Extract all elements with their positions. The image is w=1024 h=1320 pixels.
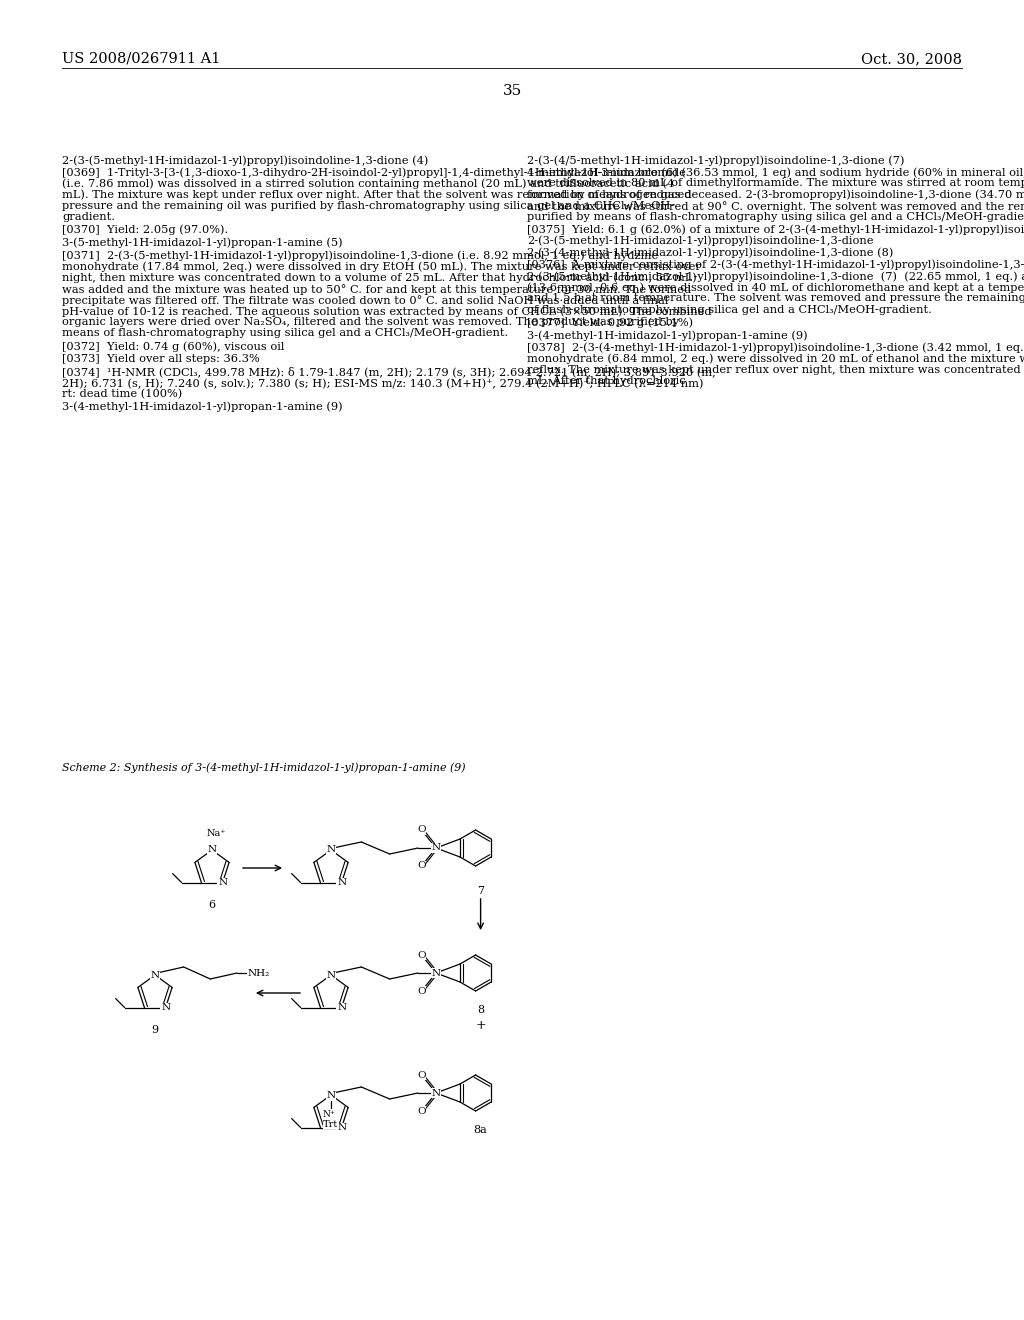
Text: N: N	[431, 969, 440, 978]
Text: 3-(4-methyl-1H-imidazol-1-yl)propan-1-amine (9): 3-(4-methyl-1H-imidazol-1-yl)propan-1-am…	[62, 401, 343, 412]
Text: [0378]  2-(3-(4-methyl-1H-imidazol-1-yl)propyl)isoindoline-1,3-dione (3.42 mmol,: [0378] 2-(3-(4-methyl-1H-imidazol-1-yl)p…	[527, 343, 1024, 354]
Text: N: N	[327, 1090, 336, 1100]
Text: N: N	[208, 846, 216, 854]
Text: 2-(3-(4-methyl-1H-imidazol-1-yl)propyl)isoindoline-1,3-dione (8): 2-(3-(4-methyl-1H-imidazol-1-yl)propyl)i…	[527, 247, 893, 257]
Text: pressure and the remaining oil was purified by flash-chromatography using silica: pressure and the remaining oil was purif…	[62, 201, 674, 211]
Text: NH₂: NH₂	[248, 969, 270, 978]
Text: 2-(3-(5-methyl-1H-imidazol-1-yl)propyl)isoindoline-1,3-dione  (7)  (22.65 mmol, : 2-(3-(5-methyl-1H-imidazol-1-yl)propyl)i…	[527, 271, 1024, 281]
Text: O: O	[418, 862, 426, 870]
Text: N: N	[337, 1123, 346, 1133]
Text: [0373]  Yield over all steps: 36.3%: [0373] Yield over all steps: 36.3%	[62, 354, 260, 364]
Text: 8: 8	[477, 1005, 484, 1015]
Text: and the mixture was stirred at 90° C. overnight. The solvent was removed and the: and the mixture was stirred at 90° C. ov…	[527, 201, 1024, 211]
Text: were dissolved in 80 mL of dimethylformamide. The mixture was stirred at room te: were dissolved in 80 mL of dimethylforma…	[527, 178, 1024, 189]
Text: [0369]  1-Trityl-3-[3-(1,3-dioxo-1,3-dihydro-2H-isoindol-2-yl)propyl]-1,4-dimeth: [0369] 1-Trityl-3-[3-(1,3-dioxo-1,3-dihy…	[62, 168, 686, 178]
Text: 7: 7	[477, 886, 484, 896]
Text: night, then mixture was concentrated down to a volume of 25 mL. After that hydro: night, then mixture was concentrated dow…	[62, 272, 696, 282]
Text: 2-(3-(5-methyl-1H-imidazol-1-yl)propyl)isoindoline-1,3-dione: 2-(3-(5-methyl-1H-imidazol-1-yl)propyl)i…	[527, 236, 873, 247]
Text: pH-value of 10-12 is reached. The aqueous solution was extracted by means of CHC: pH-value of 10-12 is reached. The aqueou…	[62, 306, 712, 317]
Text: O: O	[418, 1071, 426, 1080]
Text: N: N	[161, 1003, 170, 1012]
Text: [0376]  A mixture consisting of 2-(3-(4-methyl-1H-imidazol-1-yl)propyl)isoindoli: [0376] A mixture consisting of 2-(3-(4-m…	[527, 260, 1024, 271]
Text: [0374]  ¹H-NMR (CDCl₃, 499.78 MHz): δ 1.79-1.847 (m, 2H); 2.179 (s, 3H); 2.694-2: [0374] ¹H-NMR (CDCl₃, 499.78 MHz): δ 1.7…	[62, 367, 716, 378]
Text: organic layers were dried over Na₂SO₄, filtered and the solvent was removed. The: organic layers were dried over Na₂SO₄, f…	[62, 317, 679, 327]
Text: gradient.: gradient.	[62, 213, 115, 222]
Text: [0375]  Yield: 6.1 g (62.0%) of a mixture of 2-(3-(4-methyl-1H-imidazol-1-yl)pro: [0375] Yield: 6.1 g (62.0%) of a mixture…	[527, 224, 1024, 235]
Text: monohydrate (6.84 mmol, 2 eq.) were dissolved in 20 mL of ethanol and the mixtur: monohydrate (6.84 mmol, 2 eq.) were diss…	[527, 354, 1024, 364]
Text: rt: dead time (100%): rt: dead time (100%)	[62, 389, 182, 400]
Text: 3-(5-methyl-1H-imidazol-1-yl)propan-1-amine (5): 3-(5-methyl-1H-imidazol-1-yl)propan-1-am…	[62, 238, 343, 248]
Text: (13.6 mmol, 0.6 eq.) were dissolved in 40 mL of dichloromethane and kept at a te: (13.6 mmol, 0.6 eq.) were dissolved in 4…	[527, 282, 1024, 293]
Text: O: O	[418, 950, 426, 960]
Text: 2-(3-(4/5-methyl-1H-imidazol-1-yl)propyl)isoindoline-1,3-dione (7): 2-(3-(4/5-methyl-1H-imidazol-1-yl)propyl…	[527, 154, 904, 165]
Text: 6: 6	[209, 900, 216, 909]
Text: N: N	[431, 1089, 440, 1097]
Text: 9: 9	[152, 1026, 159, 1035]
Text: US 2008/0267911 A1: US 2008/0267911 A1	[62, 51, 220, 66]
Text: mL. After that hydrochloric: mL. After that hydrochloric	[527, 376, 686, 387]
Text: 35: 35	[503, 84, 521, 98]
Text: [0372]  Yield: 0.74 g (60%), viscous oil: [0372] Yield: 0.74 g (60%), viscous oil	[62, 341, 285, 351]
Text: of flash-chromatography using silica gel and a CHCl₃/MeOH-gradient.: of flash-chromatography using silica gel…	[527, 305, 932, 314]
Text: purified by means of flash-chromatography using silica gel and a CHCl₃/MeOH-grad: purified by means of flash-chromatograph…	[527, 213, 1024, 222]
Text: monohydrate (17.84 mmol, 2eq.) were dissolved in dry EtOH (50 mL). The mixture w: monohydrate (17.84 mmol, 2eq.) were diss…	[62, 261, 700, 272]
Text: N: N	[327, 846, 336, 854]
Text: [0377]  Yield: 0.92 g (15.1%): [0377] Yield: 0.92 g (15.1%)	[527, 317, 693, 327]
Text: precipitate was filtered off. The filtrate was cooled down to 0° C. and solid Na: precipitate was filtered off. The filtra…	[62, 294, 669, 306]
Text: Oct. 30, 2008: Oct. 30, 2008	[861, 51, 962, 66]
Text: N: N	[337, 878, 346, 887]
Text: O: O	[418, 825, 426, 834]
Text: 3-(4-methyl-1H-imidazol-1-yl)propan-1-amine (9): 3-(4-methyl-1H-imidazol-1-yl)propan-1-am…	[527, 330, 808, 341]
Text: N: N	[327, 970, 336, 979]
Text: N: N	[151, 970, 160, 979]
Text: O: O	[418, 986, 426, 995]
Text: means of flash-chromatography using silica gel and a CHCl₃/MeOH-gradient.: means of flash-chromatography using sili…	[62, 329, 508, 338]
Text: formation of hydrogen gas deceased. 2-(3-bromopropyl)isoindoline-1,3-dione (34.7: formation of hydrogen gas deceased. 2-(3…	[527, 190, 1024, 201]
Text: N: N	[218, 878, 227, 887]
Text: was added and the mixture was heated up to 50° C. for and kept at this temperatu: was added and the mixture was heated up …	[62, 284, 691, 294]
Text: O: O	[418, 1106, 426, 1115]
Text: N: N	[431, 843, 440, 853]
Text: +: +	[475, 1019, 486, 1032]
Text: 4-methyl-1H-imidazole (6) (36.53 mmol, 1 eq) and sodium hydride (60% in mineral : 4-methyl-1H-imidazole (6) (36.53 mmol, 1…	[527, 168, 1024, 178]
Text: (i.e. 7.86 mmol) was dissolved in a stirred solution containing methanol (20 mL): (i.e. 7.86 mmol) was dissolved in a stir…	[62, 178, 674, 189]
Text: reflux. The mixture was kept under reflux over night, then mixture was concentra: reflux. The mixture was kept under reflu…	[527, 366, 1024, 375]
Text: [0370]  Yield: 2.05g (97.0%).: [0370] Yield: 2.05g (97.0%).	[62, 224, 228, 235]
Text: 2H); 6.731 (s, H); 7.240 (s, solv.); 7.380 (s; H); ESI-MS m/z: 140.3 (M+H)⁺, 279: 2H); 6.731 (s, H); 7.240 (s, solv.); 7.3…	[62, 378, 703, 388]
Text: [0371]  2-(3-(5-methyl-1H-imidazol-1-yl)propyl)isoindoline-1,3-dione (i.e. 8.92 : [0371] 2-(3-(5-methyl-1H-imidazol-1-yl)p…	[62, 249, 658, 260]
Text: 8a: 8a	[474, 1125, 487, 1135]
Text: N: N	[337, 1003, 346, 1012]
Text: mL). The mixture was kept under reflux over night. After that the solvent was re: mL). The mixture was kept under reflux o…	[62, 190, 691, 201]
Text: N⁺: N⁺	[323, 1110, 335, 1119]
Text: 2-(3-(5-methyl-1H-imidazol-1-yl)propyl)isoindoline-1,3-dione (4): 2-(3-(5-methyl-1H-imidazol-1-yl)propyl)i…	[62, 154, 428, 165]
Text: Na⁺: Na⁺	[206, 829, 225, 838]
Text: Scheme 2: Synthesis of 3-(4-methyl-1H-imidazol-1-yl)propan-1-amine (9): Scheme 2: Synthesis of 3-(4-methyl-1H-im…	[62, 762, 466, 772]
Text: and 1.5 h at room temperature. The solvent was removed and pressure the remainin: and 1.5 h at room temperature. The solve…	[527, 293, 1024, 304]
Text: Trt: Trt	[323, 1119, 338, 1129]
